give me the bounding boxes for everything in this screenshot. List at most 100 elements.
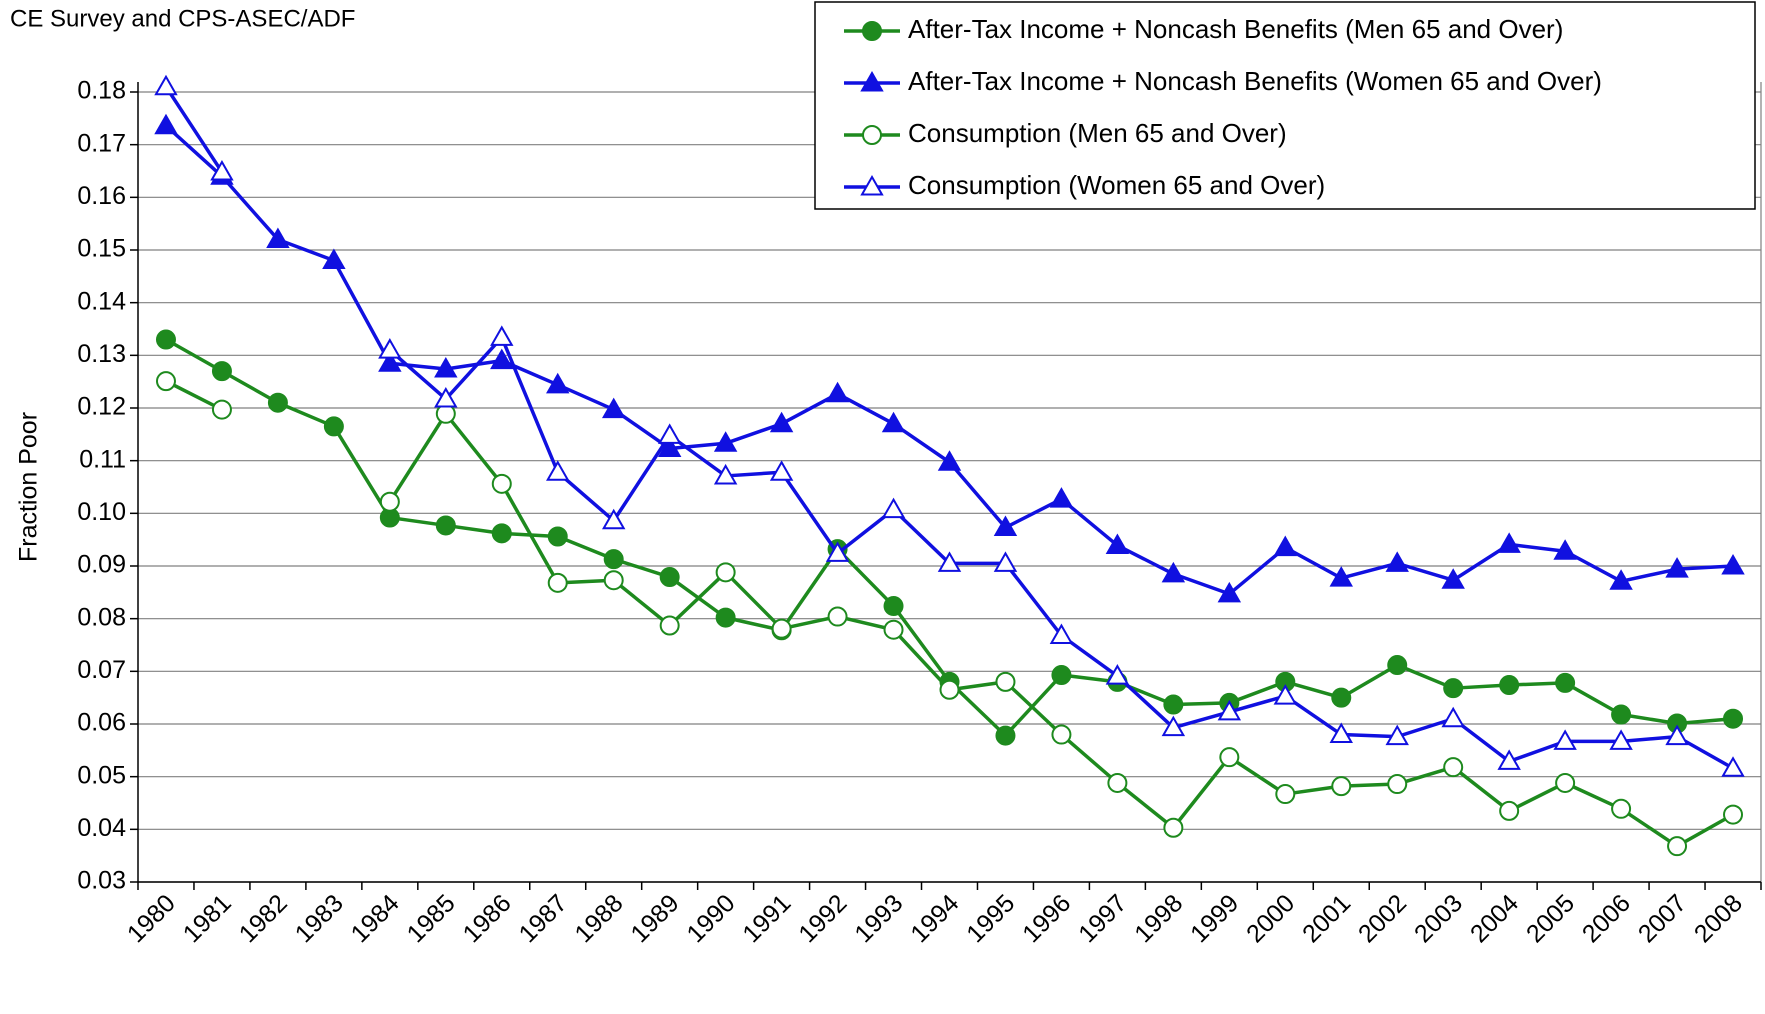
data-point — [210, 160, 234, 181]
x-tick-label: 2008 — [1689, 889, 1748, 948]
y-tick-label: 0.12 — [77, 393, 126, 421]
data-point — [546, 372, 570, 394]
data-point — [1499, 675, 1520, 696]
data-point — [155, 329, 176, 350]
data-point — [434, 387, 458, 408]
x-tick-label: 1984 — [346, 889, 405, 948]
data-point — [1553, 729, 1577, 750]
data-point — [657, 436, 682, 458]
legend-marker — [862, 21, 882, 41]
data-point — [1665, 557, 1689, 578]
y-tick-label: 0.16 — [77, 182, 126, 210]
data-point — [1497, 532, 1521, 553]
data-point — [883, 619, 904, 640]
data-point — [491, 523, 512, 544]
data-point — [715, 607, 736, 628]
data-point — [1611, 704, 1632, 725]
x-tick-label: 1985 — [402, 889, 461, 948]
data-point — [490, 348, 514, 370]
data-point — [1387, 774, 1408, 795]
y-tick-label: 0.18 — [77, 77, 126, 105]
y-tick-label: 0.13 — [77, 340, 126, 368]
legend-marker — [860, 174, 884, 196]
data-point — [825, 381, 850, 403]
x-tick-label: 2001 — [1297, 889, 1356, 948]
data-point — [378, 351, 402, 372]
x-tick-label: 1998 — [1129, 889, 1188, 948]
data-point — [379, 491, 400, 512]
x-tick-label: 1996 — [1017, 889, 1076, 948]
legend-label: After-Tax Income + Noncash Benefits (Wom… — [908, 66, 1602, 96]
data-point — [657, 423, 682, 444]
data-point — [993, 551, 1018, 572]
data-point — [1385, 551, 1409, 572]
data-point — [1667, 836, 1688, 857]
data-point — [1721, 553, 1745, 575]
series — [154, 113, 1745, 603]
data-point — [603, 549, 624, 570]
data-point — [1721, 756, 1745, 777]
data-point — [211, 399, 232, 420]
legend-label: Consumption (Men 65 and Over) — [908, 118, 1287, 148]
y-tick-label: 0.15 — [77, 235, 126, 263]
legend-marker — [862, 125, 882, 145]
data-point — [1161, 715, 1186, 737]
legend-label: Consumption (Women 65 and Over) — [908, 170, 1325, 200]
data-point — [546, 460, 570, 481]
data-point — [1611, 798, 1632, 819]
data-point — [827, 606, 848, 627]
data-point — [881, 497, 906, 519]
data-point — [1499, 800, 1520, 821]
y-tick-label: 0.04 — [77, 814, 126, 842]
data-point — [435, 515, 456, 536]
x-tick-label: 2003 — [1409, 889, 1468, 948]
data-point — [1555, 672, 1576, 693]
data-point — [1385, 724, 1409, 746]
data-point — [1049, 623, 1074, 645]
chart-title: CE Survey and CPS-ASEC/ADF — [10, 5, 355, 32]
data-point — [1723, 708, 1744, 729]
data-point — [995, 671, 1016, 692]
x-tick-label: 2002 — [1353, 889, 1412, 948]
data-point — [937, 450, 962, 471]
data-point — [155, 371, 176, 392]
data-point — [211, 361, 232, 382]
data-point — [1443, 757, 1464, 778]
data-point — [1609, 569, 1633, 590]
data-point — [993, 515, 1018, 537]
y-tick-label: 0.03 — [77, 867, 126, 895]
data-point — [937, 551, 962, 572]
data-point — [1051, 665, 1072, 686]
x-tick-label: 1994 — [905, 889, 964, 948]
data-point — [1219, 747, 1240, 768]
legend-box — [814, 1, 1756, 210]
x-tick-label: 2005 — [1521, 889, 1580, 948]
x-tick-label: 2007 — [1633, 889, 1692, 948]
data-point — [1723, 804, 1744, 825]
y-tick-label: 0.06 — [77, 709, 126, 737]
data-point — [154, 113, 178, 135]
data-point — [603, 570, 624, 591]
data-point — [601, 508, 626, 530]
data-point — [1049, 487, 1074, 508]
x-tick-label: 1995 — [961, 889, 1020, 948]
x-tick-label: 2006 — [1577, 889, 1636, 948]
data-point — [1105, 533, 1130, 554]
x-tick-label: 1986 — [458, 889, 517, 948]
data-point — [771, 618, 792, 639]
data-point — [825, 541, 850, 562]
data-point — [1273, 535, 1298, 557]
data-point — [266, 227, 290, 248]
data-point — [1609, 729, 1633, 750]
data-point — [1217, 699, 1242, 721]
data-point — [939, 679, 960, 700]
data-point — [1443, 678, 1464, 699]
y-tick-label: 0.17 — [77, 129, 126, 157]
data-point — [322, 248, 346, 270]
data-point — [1329, 566, 1353, 587]
data-point — [995, 725, 1016, 746]
x-tick-label: 1988 — [569, 889, 628, 948]
x-tick-label: 1982 — [234, 889, 293, 948]
x-tick-label: 1999 — [1185, 889, 1244, 948]
data-point — [1441, 568, 1465, 589]
